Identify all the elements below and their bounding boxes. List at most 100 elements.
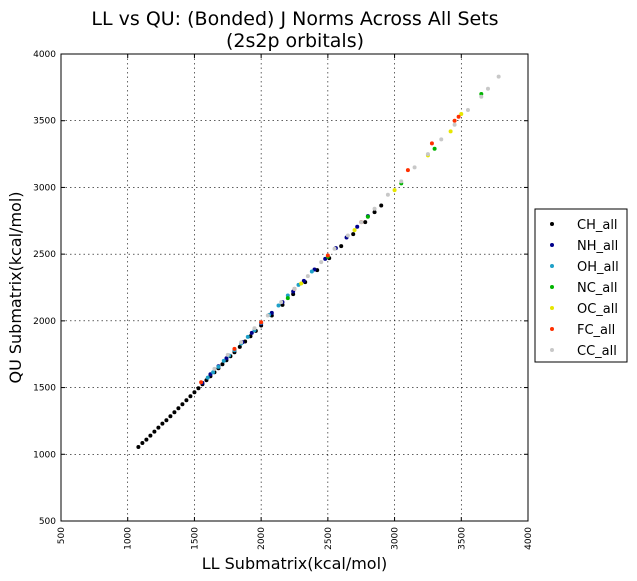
data-point-CC_all xyxy=(496,74,501,79)
data-point-OH_all xyxy=(276,303,281,308)
legend-label-CH_all: CH_all xyxy=(577,218,618,233)
data-point-CH_all xyxy=(351,232,356,237)
data-point-NH_all xyxy=(355,224,360,229)
data-point-CC_all xyxy=(465,108,470,113)
data-point-FC_all xyxy=(405,168,410,173)
data-point-CH_all xyxy=(168,414,173,419)
legend-label-OC_all: OC_all xyxy=(577,302,618,317)
x-tick-label: 2000 xyxy=(257,527,267,550)
data-point-CC_all xyxy=(412,165,417,170)
y-tick-label: 500 xyxy=(39,517,56,527)
data-point-CH_all xyxy=(188,394,193,399)
data-point-CC_all xyxy=(305,274,310,279)
axis-ticks: 500 1000 1500 2000 2500 3000 3500 4000 500 1000 15… xyxy=(33,50,534,550)
data-point-NC_all xyxy=(432,146,437,151)
data-point-OH_all xyxy=(245,334,250,339)
chart-title-line1: LL vs QU: (Bonded) J Norms Across All Se… xyxy=(91,8,498,30)
x-tick-label: 2500 xyxy=(324,527,334,550)
data-point-CC_all xyxy=(332,246,337,251)
data-point-FC_all xyxy=(452,118,457,123)
data-point-CH_all xyxy=(160,421,165,426)
data-point-FC_all xyxy=(199,380,204,385)
data-point-CH_all xyxy=(156,425,161,430)
data-point-OC_all xyxy=(392,188,397,193)
data-point-CH_all xyxy=(136,444,141,449)
data-point-NH_all xyxy=(249,330,254,335)
data-point-CH_all xyxy=(144,437,149,442)
data-point-CC_all xyxy=(239,340,244,345)
data-point-CH_all xyxy=(140,440,145,445)
data-point-OC_all xyxy=(352,228,357,233)
chart-title-line2: (2s2p orbitals) xyxy=(226,30,364,52)
data-point-OH_all xyxy=(221,358,226,363)
data-point-CH_all xyxy=(148,433,153,438)
y-tick-label: 2000 xyxy=(33,317,56,327)
data-point-CH_all xyxy=(152,429,157,434)
legend-label-OH_all: OH_all xyxy=(577,260,619,275)
data-point-CC_all xyxy=(452,122,457,127)
data-point-NH_all xyxy=(224,356,229,361)
y-tick-label: 2500 xyxy=(33,250,56,260)
legend-marker-FC_all xyxy=(550,327,554,331)
x-tick-label: 1000 xyxy=(124,527,134,550)
data-point-CC_all xyxy=(425,152,430,157)
data-point-CC_all xyxy=(399,179,404,184)
y-tick-label: 1500 xyxy=(33,384,56,394)
data-point-CC_all xyxy=(279,300,284,305)
x-tick-label: 3000 xyxy=(391,527,401,550)
data-point-CH_all xyxy=(184,398,189,403)
data-point-CC_all xyxy=(439,137,444,142)
data-point-CH_all xyxy=(372,210,377,215)
data-point-CH_all xyxy=(237,344,242,349)
data-point-CC_all xyxy=(212,366,217,371)
data-point-NH_all xyxy=(301,278,306,283)
data-point-NC_all xyxy=(365,214,370,219)
data-point-FC_all xyxy=(259,320,264,325)
data-point-CH_all xyxy=(192,390,197,395)
data-point-OH_all xyxy=(216,364,221,369)
legend-marker-NC_all xyxy=(550,285,554,289)
data-point-OH_all xyxy=(211,370,216,375)
data-point-CH_all xyxy=(196,386,201,391)
data-point-FC_all xyxy=(232,346,237,351)
data-point-CC_all xyxy=(479,94,484,99)
legend-marker-OH_all xyxy=(550,264,554,268)
data-point-CH_all xyxy=(176,406,181,411)
data-point-CH_all xyxy=(180,402,185,407)
legend-marker-OC_all xyxy=(550,306,554,310)
x-tick-label: 500 xyxy=(57,527,67,544)
data-point-CH_all xyxy=(339,244,344,249)
y-tick-label: 3500 xyxy=(33,117,56,127)
data-point-CH_all xyxy=(220,362,225,367)
data-point-OC_all xyxy=(299,281,304,286)
data-point-OC_all xyxy=(448,129,453,134)
x-tick-label: 1500 xyxy=(190,527,200,550)
legend-box xyxy=(534,208,628,363)
y-tick-label: 1000 xyxy=(33,450,56,460)
data-point-OH_all xyxy=(205,375,210,380)
data-point-CC_all xyxy=(292,286,297,291)
data-point-CC_all xyxy=(485,86,490,91)
data-point-CC_all xyxy=(385,192,390,197)
data-point-FC_all xyxy=(325,253,330,258)
data-point-CC_all xyxy=(372,206,377,211)
data-point-CH_all xyxy=(164,418,169,423)
data-points xyxy=(136,74,501,449)
data-point-CH_all xyxy=(379,203,384,208)
x-tick-label: 3500 xyxy=(457,527,467,550)
data-point-CC_all xyxy=(359,220,364,225)
grid-lines xyxy=(61,54,528,521)
y-axis-label: QU Submatrix(kcal/mol) xyxy=(6,191,25,383)
data-point-CH_all xyxy=(172,410,177,415)
data-point-OH_all xyxy=(309,269,314,274)
data-point-FC_all xyxy=(429,141,434,146)
data-point-FC_all xyxy=(456,114,461,119)
plot-frame xyxy=(60,53,529,522)
data-point-CC_all xyxy=(265,313,270,318)
data-point-CC_all xyxy=(345,233,350,238)
legend: CH_all NH_all OH_all NC_all OC_all FC_all CC_a… xyxy=(534,208,628,363)
x-tick-label: 4000 xyxy=(524,527,534,550)
legend-marker-CH_all xyxy=(550,222,554,226)
legend-marker-CC_all xyxy=(550,348,554,352)
legend-label-FC_all: FC_all xyxy=(577,323,615,338)
